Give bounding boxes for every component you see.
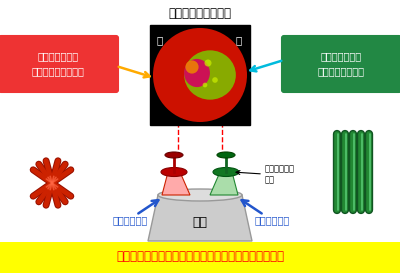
Ellipse shape <box>184 59 210 87</box>
Circle shape <box>153 28 247 122</box>
Ellipse shape <box>186 60 198 74</box>
Ellipse shape <box>184 50 236 100</box>
Ellipse shape <box>204 60 212 67</box>
Text: 「うねり」をもつ毛髪は、２種類の細胞が偏って分布: 「うねり」をもつ毛髪は、２種類の細胞が偏って分布 <box>116 251 284 263</box>
FancyBboxPatch shape <box>0 36 118 92</box>
Ellipse shape <box>158 189 242 201</box>
Polygon shape <box>162 172 190 195</box>
Ellipse shape <box>165 152 183 158</box>
Text: うねりの内側: うねりの内側 <box>254 215 290 225</box>
FancyBboxPatch shape <box>282 36 400 92</box>
Text: ミクロな繊維が
ねじれて並んだ細胞: ミクロな繊維が ねじれて並んだ細胞 <box>32 52 84 76</box>
Ellipse shape <box>203 83 207 87</box>
Text: うねりの外側: うねりの外側 <box>112 215 148 225</box>
Text: 毛髪: 毛髪 <box>192 215 208 229</box>
Text: 染色した毛髪の断面: 染色した毛髪の断面 <box>168 7 232 20</box>
Bar <box>0 242 400 273</box>
Text: 外: 外 <box>157 35 163 45</box>
Text: 内: 内 <box>236 35 242 45</box>
Text: コルテックス
細胞: コルテックス 細胞 <box>265 164 295 184</box>
Polygon shape <box>148 195 252 241</box>
Ellipse shape <box>212 77 218 83</box>
Text: ミクロな繊維が
並行に並んだ細胞: ミクロな繊維が 並行に並んだ細胞 <box>318 52 364 76</box>
Ellipse shape <box>217 152 235 158</box>
Polygon shape <box>210 172 238 195</box>
Ellipse shape <box>161 168 187 177</box>
Bar <box>150 25 250 125</box>
Ellipse shape <box>213 168 239 177</box>
